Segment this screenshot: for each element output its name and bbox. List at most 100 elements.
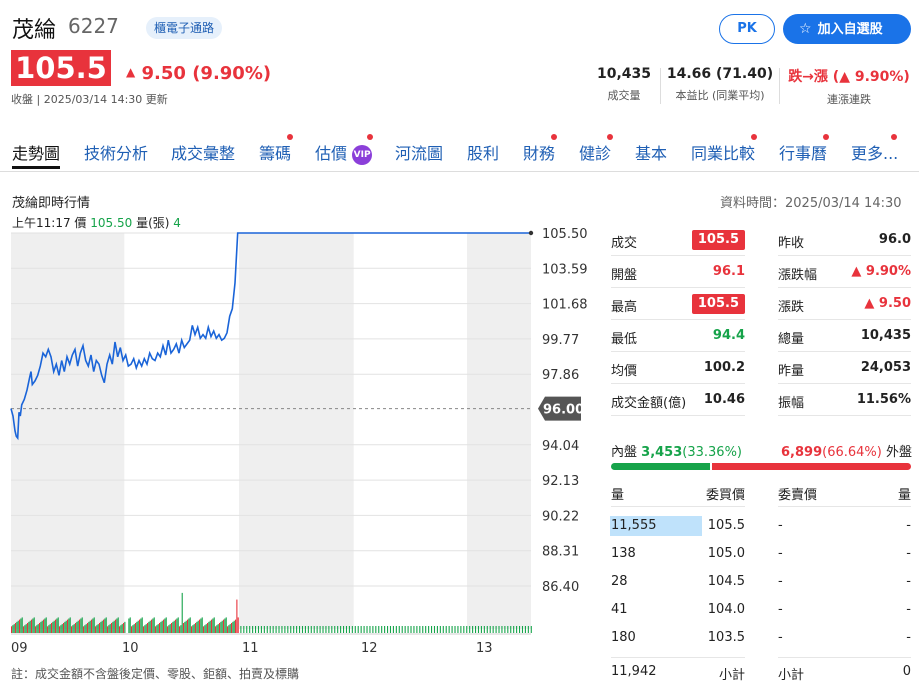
volume-bar xyxy=(392,626,394,633)
volume-bar xyxy=(384,626,386,633)
volume-bar xyxy=(360,626,362,633)
tab-chips[interactable]: 籌碼 xyxy=(259,144,292,163)
volume-bar xyxy=(498,626,500,633)
volume-bar xyxy=(433,626,436,633)
volume-bar xyxy=(152,618,154,633)
volume-bar xyxy=(160,621,162,633)
outer-volume: 6,899(66.64%) 外盤 xyxy=(781,441,912,460)
inner-bar xyxy=(611,463,710,470)
volume-bar xyxy=(208,621,210,633)
y-tick-label: 101.68 xyxy=(542,298,588,313)
inner-pct: (33.36%) xyxy=(682,445,742,460)
price-line xyxy=(10,232,531,441)
volume-bar xyxy=(225,617,227,633)
volume-bar xyxy=(11,626,13,633)
volume-bar xyxy=(113,620,115,633)
volume-bar xyxy=(269,626,271,633)
volume-bar xyxy=(372,626,374,633)
add-watchlist-button[interactable]: ☆ 加入自選股 xyxy=(783,14,911,44)
volume-bar xyxy=(112,621,114,633)
volume-bar xyxy=(197,620,199,633)
intraday-chart[interactable]: 105.50 103.59 101.68 99.77 97.86 96.00 94.04 92… xyxy=(0,225,600,660)
volume-bar xyxy=(419,626,421,633)
tab-financial[interactable]: 財務 xyxy=(523,144,556,163)
tab-trend[interactable]: 走勢圖 xyxy=(12,144,61,163)
volume-bar xyxy=(69,617,71,633)
volume-bar xyxy=(203,626,205,633)
tab-calendar[interactable]: 行事曆 xyxy=(779,144,828,163)
volume-bar xyxy=(177,617,179,633)
volume-bar xyxy=(431,626,433,633)
volume-bar xyxy=(185,620,187,633)
volume-bar xyxy=(149,620,151,633)
volume-bar xyxy=(32,618,34,633)
tab-diagnosis[interactable]: 健診 xyxy=(579,144,612,163)
row-divider xyxy=(611,506,745,507)
volume-bar xyxy=(516,626,518,633)
tab-basic[interactable]: 基本 xyxy=(635,144,668,163)
volume-bar xyxy=(40,621,42,633)
volume-bar xyxy=(97,624,99,633)
volume-bar xyxy=(155,626,157,633)
volume-bar xyxy=(475,626,477,633)
volume-bar xyxy=(413,626,415,633)
row-divider xyxy=(778,287,911,288)
tab-river[interactable]: 河流圖 xyxy=(395,144,444,163)
volume-bar xyxy=(75,622,77,633)
volume-bar xyxy=(416,626,418,633)
tab-dividend[interactable]: 股利 xyxy=(467,144,500,163)
day-shading xyxy=(467,233,531,629)
volume-bar xyxy=(67,619,69,633)
stat-value: 10,435 xyxy=(596,66,652,82)
x-tick-label: 13 xyxy=(476,641,493,656)
volume-bar xyxy=(159,622,161,633)
volume-bar xyxy=(99,622,101,633)
tab-peer-compare[interactable]: 同業比較 xyxy=(691,144,756,163)
volume-bar xyxy=(93,617,95,633)
volume-bar xyxy=(139,619,141,633)
volume-bar xyxy=(105,617,107,633)
volume-bar xyxy=(87,622,89,633)
x-tick-label: 10 xyxy=(122,641,139,656)
tab-valuation[interactable]: 估價 VIP xyxy=(315,140,373,165)
volume-bar xyxy=(395,626,397,633)
vip-badge: VIP xyxy=(352,145,373,165)
volume-bar xyxy=(64,621,66,633)
volume-bar xyxy=(199,619,201,633)
ask-total: 0 xyxy=(902,664,911,679)
volume-bar xyxy=(123,622,125,633)
stat-streak: 跌→漲 (▲ 9.90%) 連漲連跌 xyxy=(783,66,915,107)
volume-bar xyxy=(266,626,268,633)
volume-bar xyxy=(284,626,286,633)
volume-bar xyxy=(195,622,197,633)
quote-value: 94.4 xyxy=(712,328,745,343)
volume-bar xyxy=(211,619,213,633)
volume-bar xyxy=(495,626,497,633)
volume-bar xyxy=(513,626,515,633)
day-shading xyxy=(239,233,354,629)
last-point-marker xyxy=(528,230,534,236)
y-tick-label: 92.13 xyxy=(542,474,579,489)
volume-bar xyxy=(73,624,75,633)
volume-bar xyxy=(52,621,54,633)
tab-trade-summary[interactable]: 成交彙整 xyxy=(171,144,236,163)
ask-price: - xyxy=(778,546,783,561)
industry-tag[interactable]: 櫃電子通路 xyxy=(146,17,223,39)
stat-label: 本益比 (同業平均) xyxy=(675,89,765,102)
ask-price: - xyxy=(778,630,783,645)
volume-bar xyxy=(115,619,117,633)
volume-bar xyxy=(103,619,105,633)
quote-label: 漲跌幅 xyxy=(778,268,818,283)
x-tick-label: 09 xyxy=(11,641,28,656)
volume-bar xyxy=(301,626,304,633)
pk-button[interactable]: PK xyxy=(719,14,775,44)
volume-bar xyxy=(91,619,93,633)
tab-more[interactable]: 更多... xyxy=(851,144,899,163)
bid-price: 104.5 xyxy=(707,574,745,589)
quote-value-highlight: 105.5 xyxy=(691,294,745,314)
volume-bar xyxy=(135,622,137,633)
ob-header-ask-price: 委賣價 xyxy=(778,488,818,503)
volume-bar xyxy=(19,619,21,633)
tab-technical[interactable]: 技術分析 xyxy=(84,144,149,163)
volume-bar xyxy=(45,617,47,633)
